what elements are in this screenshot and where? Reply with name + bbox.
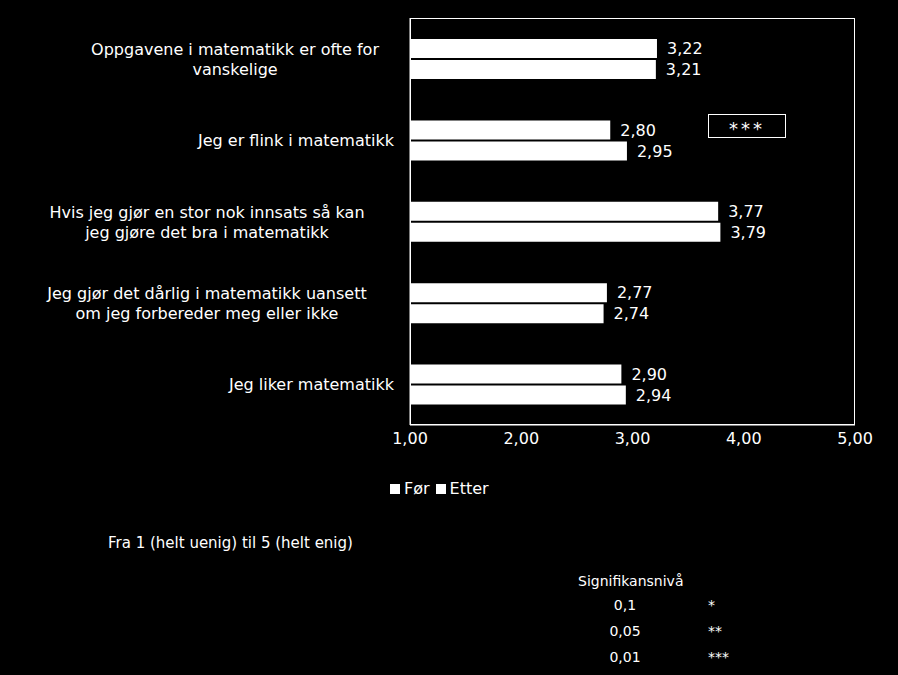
- svg-text:5,00: 5,00: [837, 429, 873, 448]
- svg-text:Jeg liker matematikk: Jeg liker matematikk: [228, 375, 395, 394]
- svg-text:4,00: 4,00: [726, 429, 762, 448]
- svg-text:Jeg gjør det dårlig i matemati: Jeg gjør det dårlig i matematikk uansett…: [46, 284, 366, 323]
- svg-text:2,00: 2,00: [503, 429, 539, 448]
- svg-text:2,74: 2,74: [614, 304, 650, 323]
- html-text:Signifikansnivå: Signifikansnivå: [578, 573, 684, 589]
- html-text:Før: Før: [404, 479, 430, 498]
- svg-text:2,90: 2,90: [631, 365, 667, 384]
- svg-text:3,79: 3,79: [730, 223, 766, 242]
- svg-text:2,95: 2,95: [637, 142, 673, 161]
- svg-text:Hvis jeg gjør en stor nok inns: Hvis jeg gjør en stor nok innsats så kan…: [49, 203, 364, 242]
- svg-text:2,80: 2,80: [620, 121, 656, 140]
- svg-text:3,77: 3,77: [728, 202, 764, 221]
- svg-text:3,21: 3,21: [666, 60, 702, 79]
- html-text:0,1: 0,1: [613, 597, 637, 613]
- svg-text:Jeg er flink i matematikk: Jeg er flink i matematikk: [197, 131, 395, 150]
- svg-text:1,00: 1,00: [392, 429, 428, 448]
- html-text:Etter: Etter: [449, 479, 489, 498]
- svg-text:Oppgavene i matematikk er ofte: Oppgavene i matematikk er ofte forvanske…: [91, 40, 379, 79]
- svg-text:2,94: 2,94: [636, 386, 672, 405]
- html-text:Fra 1 (helt uenig) til 5 (helt: Fra 1 (helt uenig) til 5 (helt enig): [108, 534, 353, 552]
- svg-text:3,22: 3,22: [667, 39, 703, 58]
- svg-text:3,00: 3,00: [615, 429, 651, 448]
- svg-text:2,77: 2,77: [617, 283, 653, 302]
- html-text:0,01: 0,01: [609, 649, 641, 665]
- html-text:0,05: 0,05: [609, 623, 641, 639]
